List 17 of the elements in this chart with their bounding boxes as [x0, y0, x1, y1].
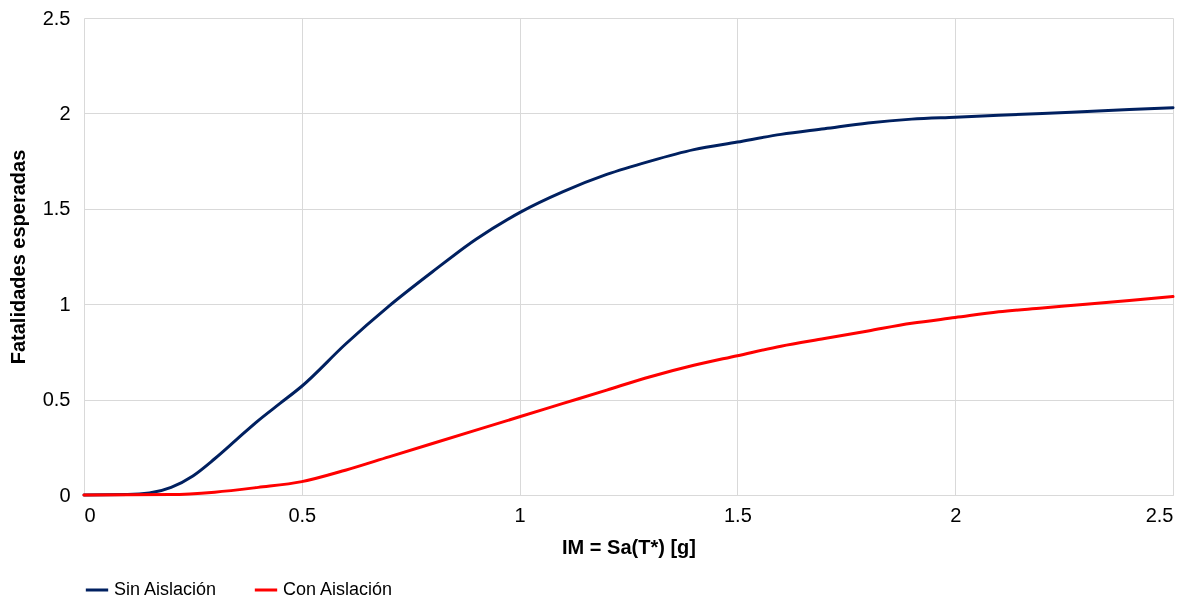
x-tick-label: 1	[514, 503, 526, 526]
y-tick-label: 1.5	[42, 197, 71, 220]
x-tick-label: 0	[84, 503, 96, 526]
legend-label: Con Aislación	[283, 579, 393, 599]
y-axis-title: Fatalidades esperadas	[6, 149, 29, 365]
y-tick-label: 2.5	[42, 6, 71, 29]
x-tick-label: 0.5	[288, 503, 317, 526]
y-tick-label: 0.5	[42, 388, 71, 411]
x-tick-label: 1.5	[723, 503, 752, 526]
line-series	[82, 295, 1175, 497]
legend-label: Sin Aislación	[114, 579, 217, 599]
x-tick-label: 2	[950, 503, 962, 526]
x-tick-label: 2.5	[1145, 503, 1174, 526]
y-tick-label: 1	[59, 292, 71, 315]
x-axis-title: IM = Sa(T*) [g]	[562, 535, 696, 558]
y-tick-label: 2	[59, 101, 71, 124]
y-tick-label: 0	[59, 483, 71, 506]
